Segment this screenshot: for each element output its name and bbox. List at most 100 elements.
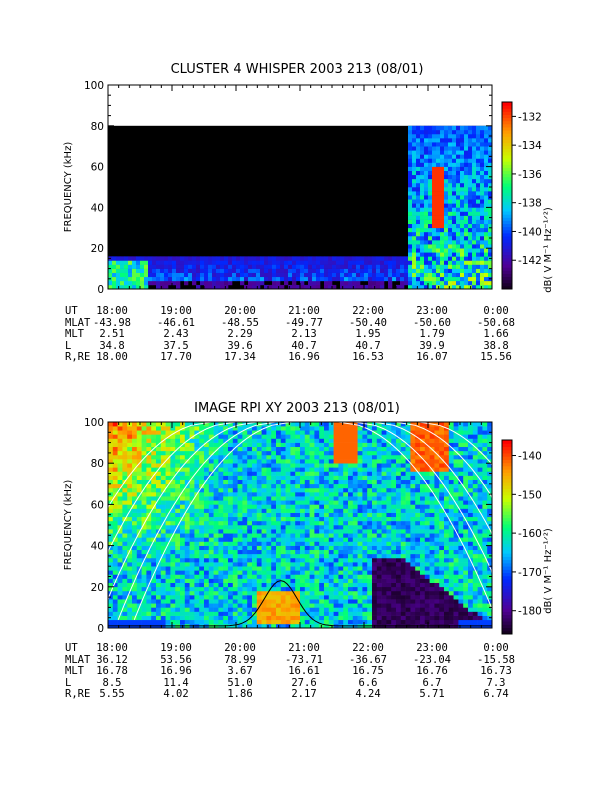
spectrogram-cell [199, 586, 205, 592]
spectrogram-cell [456, 227, 461, 233]
spectrogram-cell [213, 500, 219, 505]
spectrogram-cell [247, 504, 253, 509]
spectrogram-cell [247, 483, 253, 489]
spectrogram-cell [386, 595, 392, 600]
spectrogram-cell [295, 520, 301, 526]
spectrogram-cell [484, 219, 489, 225]
spectrogram-cell [180, 512, 186, 518]
spectrogram-cell [338, 520, 344, 526]
spectrogram-cell [386, 467, 392, 472]
spectrogram-cell [357, 508, 363, 513]
spectrogram-cell [285, 483, 291, 489]
spectrogram-cell [117, 574, 123, 579]
spectrogram-cell [252, 483, 258, 489]
spectrogram-cell [168, 264, 173, 269]
spectrogram-cell [480, 244, 485, 249]
spectrogram-cell [362, 566, 368, 571]
spectrogram-cell [405, 430, 411, 435]
spectrogram-cell [464, 195, 469, 200]
spectrogram-cell [271, 463, 277, 468]
spectrogram-cell [164, 272, 169, 278]
spectrogram-cell [372, 545, 378, 551]
spectrogram-cell [328, 529, 334, 534]
spectrogram-cell [132, 442, 138, 448]
spectrogram-cell [328, 256, 333, 261]
spectrogram-cell [194, 537, 200, 542]
spectrogram-cell [199, 562, 205, 567]
spectrogram-cell [460, 256, 465, 261]
spectrogram-cell [319, 582, 325, 588]
spectrogram-cell [338, 512, 344, 518]
spectrogram-cell [108, 479, 114, 485]
spectrogram-cell [324, 475, 330, 480]
spectrogram-cell [218, 553, 224, 559]
spectrogram-cell [271, 615, 277, 621]
spectrogram-cell [416, 203, 421, 208]
spectrogram-cell [280, 446, 286, 452]
spectrogram-cell [122, 422, 128, 427]
spectrogram-cell [228, 574, 234, 579]
spectrogram-cell [388, 260, 393, 265]
spectrogram-cell [168, 268, 173, 273]
spectrogram-cell [420, 553, 426, 559]
spectrogram-cell [488, 150, 493, 155]
spectrogram-cell [357, 557, 363, 563]
spectrogram-cell [285, 595, 291, 600]
spectrogram-cell [410, 557, 416, 563]
spectrogram-cell [420, 467, 426, 472]
spectrogram-cell [144, 260, 149, 265]
spectrogram-cell [199, 512, 205, 518]
spectrogram-cell [290, 450, 296, 456]
spectrogram-cell [261, 549, 267, 555]
spectrogram-cell [218, 541, 224, 546]
spectrogram-cell [404, 272, 409, 278]
spectrogram-cell [260, 256, 265, 261]
spectrogram-cell [319, 467, 325, 472]
spectrogram-cell [213, 516, 219, 522]
spectrogram-cell [256, 529, 262, 534]
spectrogram-cell [168, 280, 173, 286]
spectrogram-cell [333, 508, 339, 513]
spectrogram-cell [136, 586, 142, 592]
spectrogram-cell [420, 607, 426, 612]
spectrogram-cell [464, 240, 469, 245]
spectrogram-cell [295, 471, 301, 476]
spectrogram-cell [376, 615, 382, 621]
spectrogram-cell [180, 615, 186, 621]
spectrogram-cell [276, 504, 282, 509]
spectrogram-cell [316, 272, 321, 278]
spectrogram-cell [444, 256, 449, 261]
spectrogram-cell [376, 508, 382, 513]
spectrogram-cell [132, 557, 138, 563]
spectrogram-cell [136, 260, 141, 265]
ephemeris-value: 18.00 [96, 351, 128, 364]
colorbar-cell [502, 189, 512, 193]
spectrogram-cell [271, 467, 277, 472]
spectrogram-cell [357, 599, 363, 604]
spectrogram-cell [295, 603, 301, 608]
spectrogram-cell [189, 430, 195, 435]
spectrogram-cell [410, 516, 416, 522]
spectrogram-cell [247, 582, 253, 588]
spectrogram-cell [476, 129, 481, 135]
spectrogram-cell [476, 133, 481, 139]
spectrogram-cell [223, 557, 229, 563]
spectrogram-cell [208, 574, 214, 579]
spectrogram-cell [357, 496, 363, 501]
spectrogram-cell [112, 256, 117, 261]
spectrogram-cell [117, 582, 123, 588]
spectrogram-cell [356, 280, 361, 286]
spectrogram-cell [343, 475, 349, 480]
spectrogram-cell [247, 471, 253, 476]
spectrogram-cell [324, 487, 330, 493]
spectrogram-cell [271, 562, 277, 567]
spectrogram-cell [388, 256, 393, 261]
spectrogram-cell [384, 268, 389, 273]
spectrogram-cell [472, 191, 477, 196]
spectrogram-cell [480, 211, 485, 216]
spectrogram-cell [428, 219, 433, 225]
spectrogram-cell [368, 264, 373, 269]
spectrogram-cell [412, 264, 417, 269]
spectrogram-cell [271, 504, 277, 509]
spectrogram-cell [357, 562, 363, 567]
